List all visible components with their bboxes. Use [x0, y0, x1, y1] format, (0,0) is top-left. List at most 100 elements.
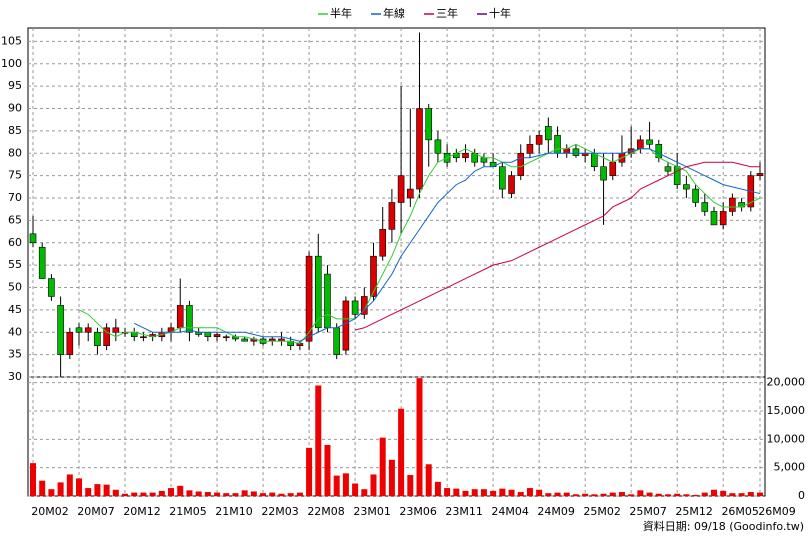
volume-bar [646, 492, 653, 496]
volume-bar [57, 482, 64, 496]
volume-bar [306, 447, 313, 496]
volume-bar [674, 493, 681, 496]
x-tick-label: 23M06 [399, 505, 437, 518]
volume-bar [747, 492, 754, 496]
y-tick-label: 40 [8, 325, 22, 338]
volume-bar [416, 378, 423, 496]
volume-bar [232, 493, 239, 496]
volume-bar [379, 437, 386, 496]
x-tick-label: 22M08 [307, 505, 345, 518]
volume-bar [30, 463, 36, 496]
candle-body [407, 188, 414, 199]
volume-bar [352, 483, 359, 496]
candle-body [756, 173, 764, 176]
candle-body [324, 273, 331, 329]
volume-bar [462, 490, 469, 496]
volume-bar [94, 484, 101, 496]
candle-body [480, 157, 488, 163]
x-tick-label: 25M02 [583, 505, 621, 518]
y-tick-label: 30 [8, 370, 22, 383]
candle-body [526, 144, 534, 154]
volume-bar [582, 493, 589, 496]
volume-bar [333, 475, 340, 496]
x-tick-label: 22M03 [261, 505, 299, 518]
candle-body [517, 152, 525, 176]
candle-body [609, 161, 617, 176]
y-tick-label: 105 [1, 34, 22, 47]
candle-body [305, 255, 313, 342]
volume-bar [628, 494, 635, 496]
ma-line [134, 148, 761, 342]
volume-bar [186, 490, 193, 496]
candle-body [673, 166, 681, 185]
volume-bar [536, 489, 543, 496]
volume-bar [517, 492, 524, 496]
volume-bar [637, 490, 644, 496]
volume-bar [444, 488, 451, 496]
y-tick-label: 75 [8, 169, 22, 182]
volume-bar [278, 493, 285, 496]
candle-body [692, 188, 699, 203]
volume-bar [223, 493, 230, 496]
candle-body [57, 305, 64, 355]
candle-body [416, 108, 423, 190]
candle-body [186, 305, 193, 333]
candle-body [637, 139, 644, 150]
volume-bar [609, 492, 616, 496]
y-tick-label: 90 [8, 102, 22, 115]
volume-bar [710, 489, 717, 496]
candle-body [572, 148, 580, 156]
volume-bar [729, 493, 736, 496]
candle-body [66, 331, 74, 355]
candle-body [204, 331, 212, 338]
volume-bar [296, 492, 303, 496]
volume-bar [342, 473, 349, 496]
v-tick-label: 10,000 [767, 432, 806, 445]
volume-bar [499, 488, 506, 496]
volume-bar [480, 489, 487, 496]
candle-body [600, 166, 607, 181]
v-tick-label: 0 [798, 489, 805, 502]
volume-bar [757, 492, 763, 496]
candle-body [351, 300, 359, 315]
volume-bar [158, 490, 165, 496]
v-tick-label: 5,000 [774, 461, 806, 474]
candle-body [701, 202, 709, 212]
volume-bar [112, 489, 119, 496]
candle-body [535, 135, 543, 145]
legend: 半年 年線 三年 十年 [318, 6, 511, 20]
candle-body [38, 246, 46, 279]
candle-body [333, 327, 340, 355]
x-tick-label: 20M02 [31, 505, 69, 518]
y-tick-label: 85 [8, 124, 22, 137]
candle-body [719, 211, 727, 226]
volume-bar [315, 385, 322, 496]
candle-body [729, 197, 736, 212]
x-tick-label: 25M12 [675, 505, 713, 518]
volume-bar [591, 494, 598, 496]
candle-body [112, 327, 120, 333]
volume-bar [122, 493, 129, 496]
plot-frame [27, 27, 766, 497]
y-tick-label: 55 [8, 258, 22, 271]
candle-body [664, 166, 672, 172]
volume-bar [214, 492, 221, 496]
y-tick-label: 50 [8, 281, 22, 294]
candle-body [222, 336, 230, 339]
legend-label: 半年 [330, 6, 352, 20]
volume-bar [407, 475, 414, 496]
candle-body [591, 152, 598, 168]
candle-body [563, 148, 571, 154]
volume-bar [260, 493, 267, 496]
candle-body [94, 331, 101, 346]
candle-body [213, 334, 221, 338]
candle-body [508, 175, 515, 194]
x-tick-label: 20M07 [77, 505, 115, 518]
volume-bar [720, 490, 727, 496]
volume-bar [287, 493, 294, 496]
volume-bar [453, 488, 460, 496]
candle-body [397, 175, 405, 203]
candle-body [499, 166, 506, 190]
candle-body [241, 338, 248, 342]
legend-label: 年線 [383, 6, 405, 20]
